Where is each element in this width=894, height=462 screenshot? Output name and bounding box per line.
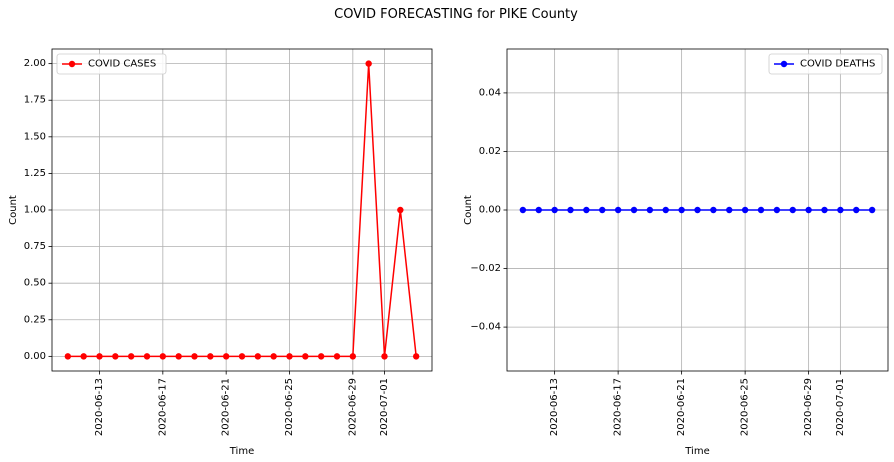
cases-xtick-label-2: 2020-06-17 bbox=[157, 378, 168, 436]
cases-point-2020-07-03 bbox=[412, 353, 420, 360]
deaths-point-2020-07-02 bbox=[853, 206, 860, 214]
figure-title: COVID FORECASTING for PIKE County bbox=[334, 7, 578, 22]
deaths-point-2020-06-20 bbox=[662, 206, 669, 214]
deaths-point-2020-06-18 bbox=[630, 206, 638, 214]
cases-point-2020-06-12 bbox=[80, 353, 87, 360]
cases-point-2020-06-30 bbox=[365, 60, 372, 67]
cases-point-2020-06-26 bbox=[302, 353, 309, 360]
cases-point-2020-06-18 bbox=[175, 353, 182, 360]
deaths-legend-marker bbox=[780, 60, 788, 68]
deaths-point-2020-06-13 bbox=[551, 206, 558, 214]
deaths-xtick-label-5: 2020-06-29 bbox=[803, 378, 814, 436]
cases-xtick-label-1: 2020-06-13 bbox=[94, 378, 105, 436]
deaths-ytick-label-5: 0.04 bbox=[479, 87, 501, 98]
cases-legend-box bbox=[56, 53, 167, 75]
cases-ytick-label-3: 0.50 bbox=[24, 278, 46, 289]
cases-point-2020-06-29 bbox=[349, 353, 357, 360]
cases-xtick-label-4: 2020-06-25 bbox=[284, 378, 295, 436]
deaths-point-2020-06-21 bbox=[678, 206, 685, 214]
cases-ytick-label-5: 1.00 bbox=[24, 205, 46, 216]
deaths-xtick-label-2: 2020-06-17 bbox=[613, 378, 624, 436]
cases-ytick-label-4: 0.75 bbox=[24, 241, 46, 252]
deaths-point-2020-06-19 bbox=[646, 206, 654, 214]
cases-xtick-label-6: 2020-07-01 bbox=[379, 378, 390, 436]
deaths-xtick-label-6: 2020-07-01 bbox=[835, 378, 846, 436]
cases-point-2020-06-23 bbox=[254, 353, 262, 360]
cases-point-2020-06-16 bbox=[143, 353, 151, 360]
deaths-point-2020-06-29 bbox=[805, 206, 812, 214]
deaths-point-2020-06-17 bbox=[614, 206, 622, 214]
deaths-legend-box bbox=[768, 53, 883, 75]
cases-xtick-label-5: 2020-06-29 bbox=[347, 378, 358, 436]
deaths-point-2020-06-28 bbox=[789, 206, 796, 214]
deaths-point-2020-06-24 bbox=[726, 206, 733, 214]
cases-point-2020-06-14 bbox=[112, 353, 119, 360]
cases-ytick-label-9: 2.00 bbox=[24, 58, 46, 69]
deaths-point-2020-07-01 bbox=[837, 206, 844, 214]
cases-point-2020-07-01 bbox=[381, 353, 388, 360]
deaths-xtick-label-3: 2020-06-21 bbox=[676, 378, 687, 436]
cases-legend-marker bbox=[68, 60, 76, 68]
deaths-point-2020-06-27 bbox=[773, 206, 781, 214]
deaths-point-2020-06-15 bbox=[583, 206, 590, 214]
deaths-point-2020-06-30 bbox=[821, 206, 828, 214]
cases-point-2020-06-19 bbox=[191, 353, 198, 360]
cases-ytick-label-7: 1.50 bbox=[24, 131, 46, 142]
deaths-xlabel: Time bbox=[684, 446, 709, 457]
deaths-point-2020-06-23 bbox=[710, 206, 717, 214]
deaths-point-2020-06-25 bbox=[741, 206, 749, 214]
deaths-ytick-label-2: −0.02 bbox=[470, 263, 501, 274]
cases-ytick-label-6: 1.25 bbox=[24, 168, 46, 179]
cases-xtick-label-3: 2020-06-21 bbox=[221, 378, 232, 436]
cases-ylabel: Count bbox=[8, 195, 19, 225]
deaths-xtick-label-4: 2020-06-25 bbox=[740, 378, 751, 436]
cases-point-2020-06-27 bbox=[317, 353, 325, 360]
deaths-xtick-label-1: 2020-06-13 bbox=[549, 378, 560, 436]
cases-point-2020-06-24 bbox=[270, 353, 277, 360]
deaths-point-2020-07-03 bbox=[868, 206, 876, 214]
cases-point-2020-06-11 bbox=[64, 353, 72, 360]
deaths-point-2020-06-14 bbox=[567, 206, 574, 214]
cases-point-2020-06-15 bbox=[127, 353, 135, 360]
cases-ytick-label-1: 0.00 bbox=[24, 351, 46, 362]
cases-point-2020-06-22 bbox=[238, 353, 246, 360]
cases-legend-label: COVID CASES bbox=[88, 59, 156, 70]
cases-chart: 2020-06-13 2020-06-17 2020-06-21 2020-06-25… bbox=[8, 48, 433, 457]
deaths-ylabel: Count bbox=[463, 195, 474, 225]
deaths-point-2020-06-12 bbox=[535, 206, 542, 214]
cases-xlabel: Time bbox=[229, 446, 254, 457]
cases-point-2020-06-20 bbox=[207, 353, 214, 360]
cases-point-2020-06-25 bbox=[286, 353, 293, 360]
deaths-legend-label: COVID DEATHS bbox=[800, 59, 875, 70]
cases-point-2020-07-02 bbox=[397, 206, 404, 214]
deaths-ytick-label-3: 0.00 bbox=[479, 205, 501, 216]
cases-legend: COVID CASES bbox=[56, 53, 167, 75]
cases-point-2020-06-28 bbox=[333, 353, 341, 360]
deaths-point-2020-06-22 bbox=[694, 206, 701, 214]
deaths-legend: COVID DEATHS bbox=[768, 53, 883, 75]
deaths-point-2020-06-26 bbox=[757, 206, 765, 214]
cases-ytick-label-2: 0.25 bbox=[24, 314, 46, 325]
deaths-point-2020-06-11 bbox=[519, 206, 527, 214]
cases-point-2020-06-17 bbox=[159, 353, 167, 360]
cases-point-2020-06-13 bbox=[96, 353, 103, 360]
cases-point-2020-06-21 bbox=[222, 353, 230, 360]
deaths-chart: 2020-06-13 2020-06-17 2020-06-21 2020-06-25… bbox=[463, 48, 889, 457]
deaths-ytick-label-4: 0.02 bbox=[479, 146, 501, 157]
deaths-point-2020-06-16 bbox=[599, 206, 606, 214]
deaths-ytick-label-1: −0.04 bbox=[470, 322, 501, 333]
cases-ytick-label-8: 1.75 bbox=[24, 95, 46, 106]
